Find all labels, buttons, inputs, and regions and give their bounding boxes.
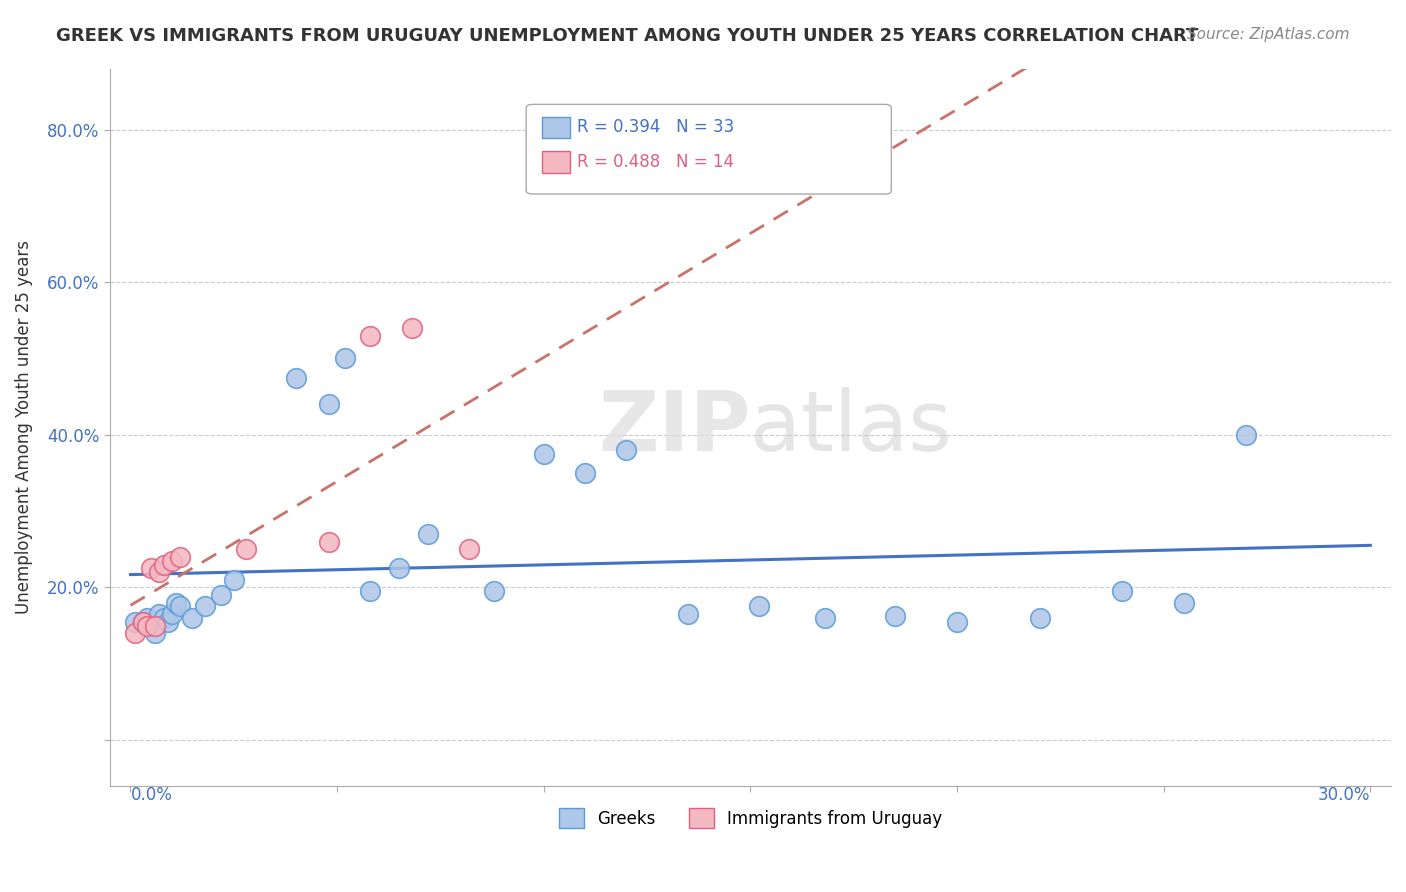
- Point: [884, 609, 907, 624]
- Point: [1234, 427, 1257, 442]
- Text: 30.0%: 30.0%: [1317, 786, 1371, 804]
- Point: [1173, 596, 1195, 610]
- Text: R = 0.488   N = 14: R = 0.488 N = 14: [578, 153, 734, 170]
- Point: [124, 626, 146, 640]
- Point: [748, 599, 770, 614]
- FancyBboxPatch shape: [541, 117, 569, 138]
- Point: [1028, 611, 1050, 625]
- Point: [814, 611, 837, 625]
- Point: [143, 618, 166, 632]
- Point: [359, 584, 381, 599]
- Point: [181, 611, 204, 625]
- Legend: Greeks, Immigrants from Uruguay: Greeks, Immigrants from Uruguay: [553, 801, 949, 835]
- Text: ZIP: ZIP: [598, 386, 751, 467]
- Point: [946, 615, 969, 629]
- Point: [318, 397, 340, 411]
- Point: [136, 618, 159, 632]
- Point: [136, 611, 159, 625]
- Point: [616, 443, 638, 458]
- Point: [132, 615, 155, 629]
- Point: [359, 328, 381, 343]
- Point: [222, 573, 245, 587]
- Point: [194, 599, 217, 614]
- Point: [335, 351, 357, 366]
- Text: atlas: atlas: [751, 386, 952, 467]
- Point: [482, 584, 505, 599]
- Point: [1111, 584, 1133, 599]
- Point: [152, 558, 174, 572]
- Point: [574, 466, 596, 480]
- Point: [458, 542, 481, 557]
- Y-axis label: Unemployment Among Youth under 25 years: Unemployment Among Youth under 25 years: [15, 240, 32, 615]
- Text: 0.0%: 0.0%: [131, 786, 173, 804]
- Point: [678, 607, 700, 621]
- Point: [284, 370, 307, 384]
- Point: [169, 549, 191, 564]
- Point: [160, 554, 183, 568]
- Point: [318, 534, 340, 549]
- Point: [209, 588, 232, 602]
- Point: [143, 626, 166, 640]
- Point: [124, 615, 146, 629]
- Point: [156, 615, 179, 629]
- Point: [160, 607, 183, 621]
- Text: GREEK VS IMMIGRANTS FROM URUGUAY UNEMPLOYMENT AMONG YOUTH UNDER 25 YEARS CORRELA: GREEK VS IMMIGRANTS FROM URUGUAY UNEMPLO…: [56, 27, 1198, 45]
- Text: Source: ZipAtlas.com: Source: ZipAtlas.com: [1187, 27, 1350, 42]
- FancyBboxPatch shape: [526, 104, 891, 194]
- Point: [388, 561, 411, 575]
- Point: [148, 565, 170, 579]
- FancyBboxPatch shape: [541, 151, 569, 172]
- Point: [139, 561, 162, 575]
- Text: R = 0.394   N = 33: R = 0.394 N = 33: [578, 119, 735, 136]
- Point: [533, 447, 555, 461]
- Point: [165, 596, 187, 610]
- Point: [416, 527, 439, 541]
- Point: [401, 321, 423, 335]
- Point: [169, 599, 191, 614]
- Point: [148, 607, 170, 621]
- Point: [235, 542, 257, 557]
- Point: [152, 611, 174, 625]
- Point: [132, 615, 155, 629]
